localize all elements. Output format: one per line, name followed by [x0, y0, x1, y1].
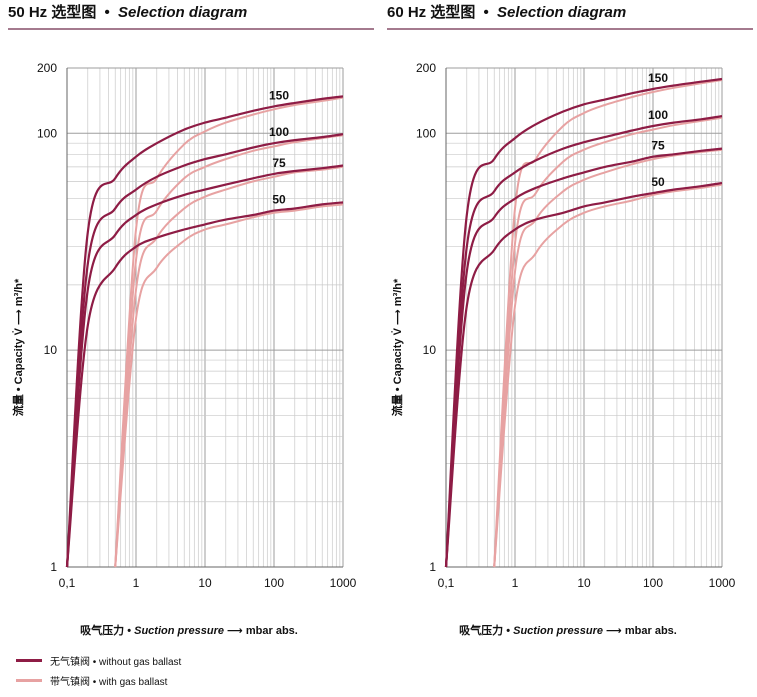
- x-title-cn: 吸气压力: [459, 625, 504, 637]
- curve-with-gas-ballast-50: [493, 183, 723, 568]
- curve-with-gas-ballast-75: [493, 148, 723, 568]
- y-tick-label: 1: [429, 560, 436, 574]
- curve-with-gas-ballast-50: [114, 203, 344, 568]
- series-label-50: 50: [272, 193, 286, 207]
- y-tick-label: 200: [37, 61, 57, 75]
- x-tick-label: 1000: [709, 576, 736, 590]
- y-tick-label: 10: [423, 343, 437, 357]
- series-label-100: 100: [648, 108, 668, 122]
- panel-title-cn: 50 Hz 选型图: [8, 4, 97, 21]
- panel-title-en: Selection diagram: [117, 4, 248, 21]
- curve-without-gas-ballast-75: [444, 147, 723, 568]
- legend: 无气镇阀 • without gas ballast 带气镇阀 • with g…: [16, 650, 181, 690]
- curve-without-gas-ballast-50: [65, 201, 344, 568]
- x-axis-title-60hz: 吸气压力 • Suction pressure ⟶ mbar abs.: [459, 625, 677, 637]
- x-tick-label: 10: [577, 576, 591, 590]
- x-title-en: Suction pressure: [513, 625, 603, 637]
- curve-without-gas-ballast-150: [65, 95, 344, 568]
- y-tick-label: 200: [416, 61, 436, 75]
- legend-swatch-without-gas-ballast: [16, 658, 42, 662]
- x-tick-label: 1: [512, 576, 519, 590]
- title-bullet: •: [104, 4, 110, 21]
- legend-label-with-gas-ballast: 带气镇阀 • with gas ballast: [50, 676, 168, 688]
- panel-title-cn: 60 Hz 选型图: [387, 4, 476, 21]
- curve-without-gas-ballast-150: [444, 77, 723, 568]
- series-label-50: 50: [651, 175, 665, 189]
- curve-with-gas-ballast-100: [493, 116, 723, 568]
- legend-swatch-with-gas-ballast: [16, 678, 42, 682]
- x-title-arrow: ⟶: [606, 625, 622, 637]
- x-tick-label: 100: [264, 576, 284, 590]
- y-tick-label: 100: [37, 126, 57, 140]
- curve-with-gas-ballast-150: [493, 79, 723, 568]
- y-tick-label: 100: [416, 126, 436, 140]
- curve-without-gas-ballast-50: [444, 181, 723, 568]
- curve-with-gas-ballast-150: [114, 96, 344, 568]
- curve-without-gas-ballast-100: [65, 133, 344, 568]
- curve-with-gas-ballast-100: [114, 134, 344, 568]
- y-axis-title: 流量 • Capacity V̇ ⟶ m³/h*: [390, 278, 404, 416]
- curve-with-gas-ballast-75: [114, 165, 344, 568]
- series-label-75: 75: [651, 139, 665, 153]
- series-label-150: 150: [648, 71, 668, 85]
- chart-panel-50hz: 50 Hz 选型图 • Selection diagram 0,1 1 10 100 1…: [0, 0, 378, 640]
- chart-panel-60hz: 60 Hz 选型图 • Selection diagram 0,1 1 10 100 1…: [379, 0, 757, 640]
- title-bullet: •: [483, 4, 489, 21]
- panel-title-en: Selection diagram: [496, 4, 627, 21]
- x-title-en: Suction pressure: [134, 625, 224, 637]
- curve-without-gas-ballast-75: [65, 164, 344, 568]
- curve-without-gas-ballast-100: [444, 115, 723, 568]
- x-title-unit: mbar abs.: [624, 625, 677, 637]
- series-label-75: 75: [272, 156, 286, 170]
- legend-label-without-gas-ballast: 无气镇阀 • without gas ballast: [50, 656, 182, 668]
- x-tick-label: 0,1: [59, 576, 76, 590]
- x-tick-label: 1000: [330, 576, 357, 590]
- series-label-100: 100: [269, 125, 289, 139]
- panel-title-50hz: 50 Hz 选型图 • Selection diagram: [8, 4, 374, 30]
- x-title-cn: 吸气压力: [80, 625, 125, 637]
- plot-grid: [66, 67, 344, 568]
- x-tick-label: 100: [643, 576, 663, 590]
- y-tick-label: 10: [44, 343, 58, 357]
- series-label-150: 150: [269, 88, 289, 102]
- legend-item-with-gas-ballast: 带气镇阀 • with gas ballast: [16, 670, 181, 690]
- panel-title-60hz: 60 Hz 选型图 • Selection diagram: [387, 4, 753, 30]
- x-title-arrow: ⟶: [227, 625, 243, 637]
- y-tick-label: 1: [50, 560, 57, 574]
- y-axis-title: 流量 • Capacity V̇ ⟶ m³/h*: [11, 278, 25, 416]
- x-tick-label: 1: [133, 576, 140, 590]
- x-tick-label: 0,1: [438, 576, 455, 590]
- x-title-unit: mbar abs.: [245, 625, 298, 637]
- legend-item-without-gas-ballast: 无气镇阀 • without gas ballast: [16, 650, 181, 670]
- x-tick-label: 10: [198, 576, 212, 590]
- x-axis-title-50hz: 吸气压力 • Suction pressure ⟶ mbar abs.: [80, 625, 298, 637]
